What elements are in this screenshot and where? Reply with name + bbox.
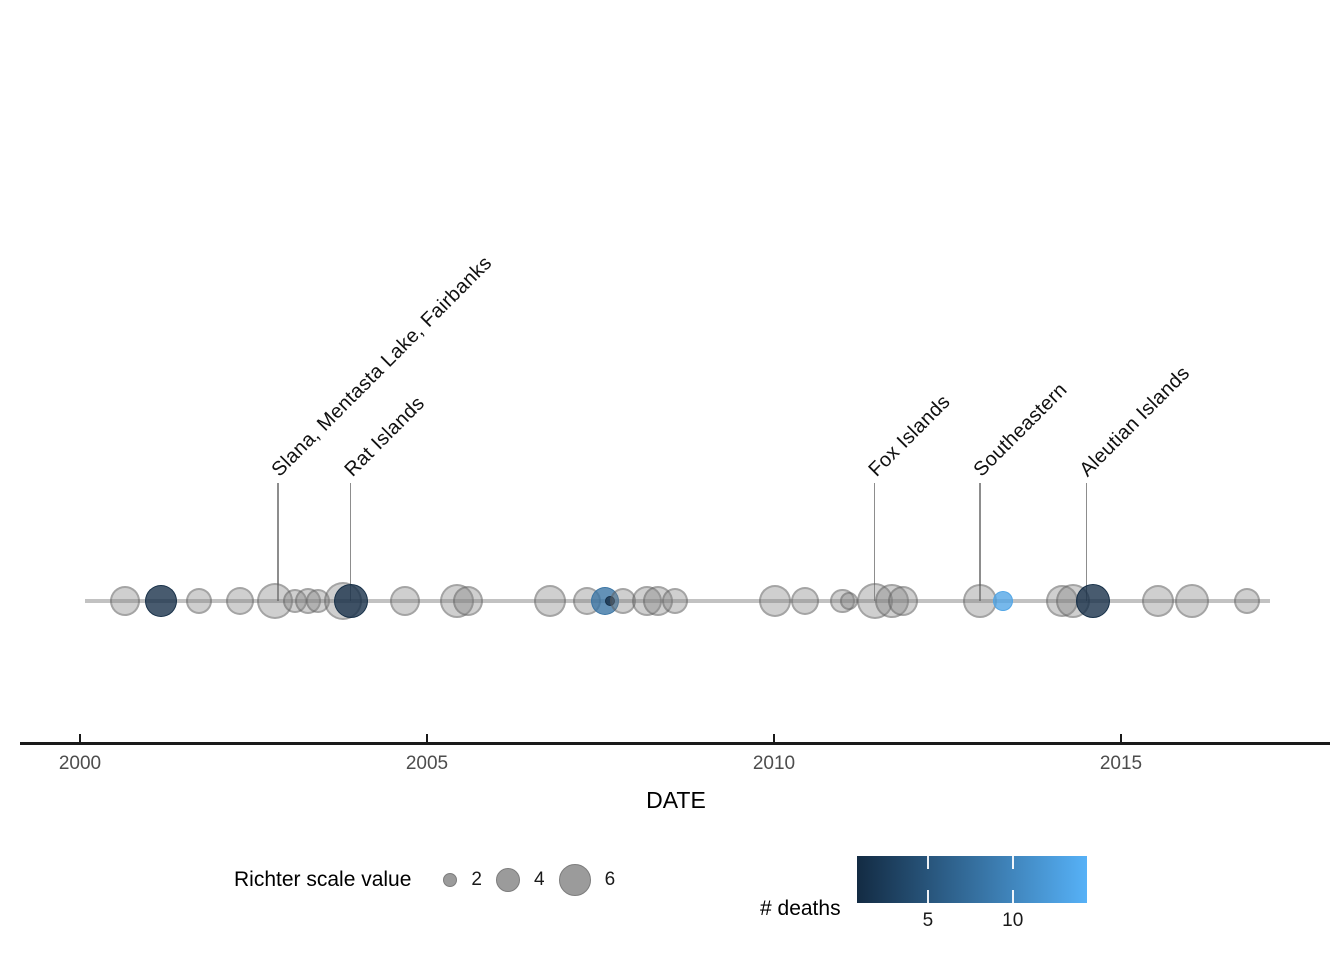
color-legend: # deaths 5 10 bbox=[760, 856, 1087, 935]
x-axis-title: DATE bbox=[646, 787, 706, 813]
earthquake-point bbox=[758, 585, 791, 617]
earthquake-point bbox=[110, 586, 141, 616]
earthquake-point bbox=[661, 588, 688, 614]
earthquake-point bbox=[1233, 588, 1260, 614]
earthquake-point bbox=[993, 591, 1014, 611]
x-axis-tick bbox=[78, 734, 82, 742]
earthquake-point bbox=[185, 588, 212, 614]
size-legend-value: 6 bbox=[604, 869, 616, 890]
earthquake-point bbox=[1174, 584, 1209, 618]
size-legend-circle bbox=[443, 873, 458, 887]
color-gradient-tick bbox=[926, 890, 929, 903]
color-gradient-tick bbox=[1011, 890, 1014, 903]
color-legend-title: # deaths bbox=[760, 896, 841, 920]
x-axis-tick bbox=[425, 734, 429, 742]
x-axis-tick-label: 2010 bbox=[752, 753, 796, 774]
x-axis-tick bbox=[772, 734, 776, 742]
size-legend-value: 2 bbox=[471, 869, 482, 890]
x-axis-tick bbox=[1119, 734, 1123, 742]
x-axis-tick-label: 2015 bbox=[1099, 753, 1143, 774]
earthquake-point bbox=[791, 587, 820, 615]
size-legend-title: Richter scale value bbox=[234, 868, 412, 891]
size-legend-value: 4 bbox=[534, 869, 545, 890]
earthquake-point bbox=[333, 584, 368, 618]
color-legend-gradient-wrap: 5 10 bbox=[856, 856, 1087, 935]
earthquake-point bbox=[452, 586, 483, 616]
earthquake-point bbox=[226, 587, 255, 615]
x-axis-tick-label: 2000 bbox=[58, 753, 102, 774]
earthquake-point bbox=[1076, 584, 1111, 618]
earthquake-point bbox=[963, 584, 998, 618]
earthquake-point bbox=[1141, 585, 1174, 617]
size-legend: Richter scale value 2 4 6 bbox=[234, 856, 615, 904]
earthquake-point bbox=[533, 585, 566, 617]
color-gradient-tick-label: 5 bbox=[922, 910, 934, 931]
size-legend-circle bbox=[496, 868, 520, 892]
color-gradient-tick bbox=[1011, 856, 1014, 869]
earthquake-point bbox=[389, 586, 420, 616]
color-gradient-tick bbox=[926, 856, 929, 869]
annotation-leader-line bbox=[349, 483, 352, 601]
earthquake-point bbox=[888, 586, 919, 616]
color-gradient-bar bbox=[856, 856, 1087, 903]
annotation-leader-line bbox=[979, 483, 981, 601]
size-legend-keys: 2 4 6 bbox=[443, 864, 615, 896]
annotation-leader-line bbox=[873, 483, 876, 601]
annotation-leader-line bbox=[277, 483, 279, 601]
earthquake-point bbox=[145, 585, 178, 617]
color-gradient-tick-label: 10 bbox=[1002, 910, 1024, 931]
size-legend-circle bbox=[558, 864, 591, 896]
x-axis-tick-label: 2005 bbox=[405, 753, 449, 774]
x-axis-line bbox=[20, 742, 1330, 745]
annotation-leader-line bbox=[1085, 483, 1088, 601]
